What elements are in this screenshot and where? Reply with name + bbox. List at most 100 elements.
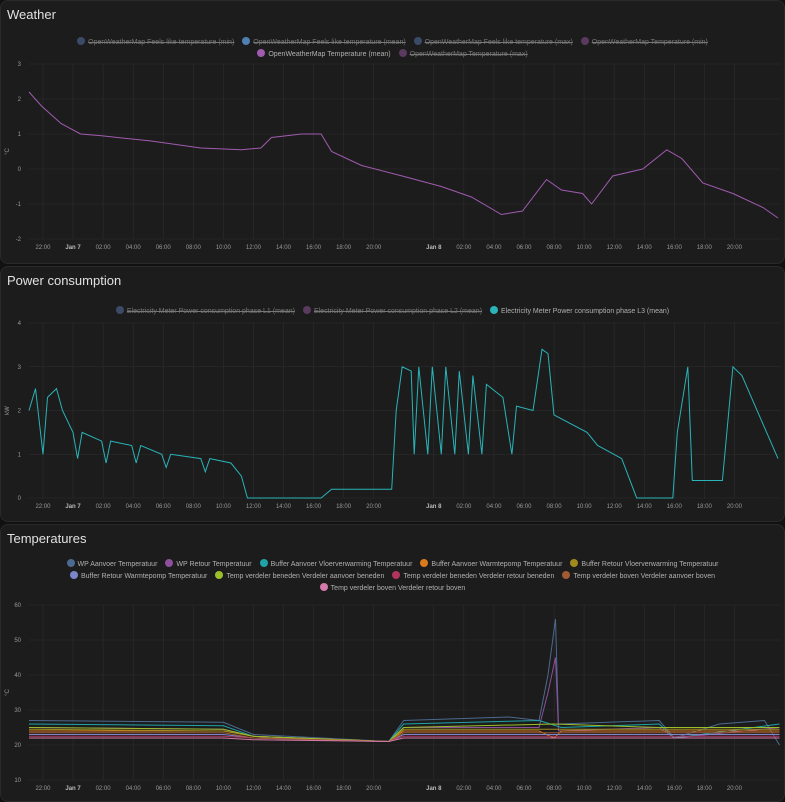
legend-label: Buffer Retour Warmtepomp Temperatuur [81,573,208,580]
legend-dot-icon [392,571,401,579]
y-tick-label: -2 [16,237,22,243]
legend-item[interactable]: Temp verdeler beneden Verdeler aanvoer b… [215,571,384,583]
x-tick-label: 04:00 [486,245,502,251]
y-tick-label: 2 [18,97,22,103]
x-tick-label: 04:00 [126,786,142,792]
series-line[interactable] [29,735,780,743]
legend-item[interactable]: OpenWeatherMap Feels like temperature (m… [242,37,406,49]
x-tick-label: 02:00 [96,245,112,251]
legend-label: OpenWeatherMap Temperature (max) [409,51,528,58]
legend-item[interactable]: OpenWeatherMap Feels like temperature (m… [77,37,234,49]
series-line[interactable] [29,732,780,743]
x-tick-label: 16:00 [667,504,683,510]
x-tick-label: 20:00 [366,504,382,510]
x-tick-label: 10:00 [577,245,593,251]
card-title: Power consumption [7,273,122,288]
legend-item[interactable]: Buffer Retour Warmtepomp Temperatuur [70,571,207,583]
y-tick-label: -1 [16,202,22,208]
legend-label: Electricity Meter Power consumption phas… [126,308,295,315]
legend-item[interactable]: OpenWeatherMap Temperature (min) [580,37,708,49]
legend-item[interactable]: Electricity Meter Power consumption phas… [302,306,482,318]
x-tick-label: 10:00 [216,245,232,251]
legend-item[interactable]: WP Aanvoer Temperatuur [66,559,157,571]
temperatures-card: Temperatures WP Aanvoer Temperatuur WP Re… [0,524,785,802]
x-tick-label: 14:00 [276,786,292,792]
x-tick-label: 08:00 [547,504,563,510]
x-tick-label: 12:00 [607,786,623,792]
x-tick-label: 06:00 [516,504,532,510]
legend-dot-icon [398,49,407,57]
legend-item[interactable]: Buffer Aanvoer Warmtepomp Temperatuur [420,559,562,571]
x-tick-label: 02:00 [456,786,472,792]
series-line[interactable] [29,737,780,743]
legend-item[interactable]: Electricity Meter Power consumption phas… [490,306,669,318]
x-tick-label: 06:00 [156,504,172,510]
y-tick-label: 30 [14,708,21,714]
x-tick-label: 02:00 [456,245,472,251]
x-tick-label: 22:00 [35,504,51,510]
x-tick-label: 02:00 [96,786,112,792]
x-tick-label: Jan 8 [426,504,442,510]
legend-dot-icon [319,583,328,591]
legend-dot-icon [259,559,268,567]
x-tick-label: 16:00 [306,504,322,510]
y-tick-label: 0 [18,496,22,502]
legend-item[interactable]: Buffer Retour Vloerverwarming Temperatuu… [570,559,719,571]
legend-label: OpenWeatherMap Temperature (min) [591,39,708,46]
x-tick-label: 04:00 [126,504,142,510]
legend-label: Temp verdeler beneden Verdeler retour be… [403,573,555,580]
legend-item[interactable]: Temp verdeler beneden Verdeler retour be… [392,571,554,583]
y-tick-label: 50 [14,638,21,644]
legend-dot-icon [413,37,422,45]
legend-dot-icon [215,571,224,579]
series-line[interactable] [28,723,780,743]
card-title: Weather [7,7,56,22]
x-tick-label: 14:00 [637,245,653,251]
x-tick-label: Jan 7 [65,245,81,251]
legend-item[interactable]: Electricity Meter Power consumption phas… [115,306,295,318]
legend-item[interactable]: OpenWeatherMap Temperature (mean) [257,49,391,61]
power-chart: 0 1 2 3 4 22:00 Jan 7 02:00 04:00 06:00 08:00 10:00… [5,321,781,510]
legend-label: OpenWeatherMap Temperature (mean) [268,51,391,58]
series-line[interactable] [28,348,779,499]
legend-dot-icon [257,49,266,57]
x-tick-label: 10:00 [216,504,232,510]
x-tick-label: Jan 8 [426,786,442,792]
x-tick-label: 18:00 [336,786,352,792]
x-tick-label: 08:00 [186,245,202,251]
x-tick-label: 12:00 [607,504,623,510]
x-tick-label: 14:00 [276,504,292,510]
legend-item[interactable]: Buffer Aanvoer Vloerverwarming Temperatu… [259,559,413,571]
legend-label: Electricity Meter Power consumption phas… [501,308,670,315]
legend-dot-icon [77,37,86,45]
x-tick-label: 02:00 [456,504,472,510]
y-tick-label: 60 [14,603,21,609]
y-tick-label: 1 [18,452,22,458]
legend-item[interactable]: OpenWeatherMap Feels like temperature (m… [413,37,573,49]
weather-chart: -2 -1 0 1 2 3 22:00 Jan 7 02:00 04:00 06:00 08:00 10… [5,62,781,251]
series-line[interactable] [28,618,780,746]
x-tick-label: 18:00 [697,786,713,792]
x-tick-label: 06:00 [516,245,532,251]
legend-label: WP Retour Temperatuur [176,561,252,568]
legend: Electricity Meter Power consumption phas… [1,306,784,318]
x-tick-label: Jan 7 [65,504,81,510]
x-tick-label: 06:00 [156,786,172,792]
legend-dot-icon [70,571,78,579]
legend-item[interactable]: OpenWeatherMap Temperature (max) [398,49,528,61]
x-tick-label: 06:00 [156,245,172,251]
x-tick-label: 18:00 [697,245,713,251]
x-tick-label: Jan 7 [65,786,81,792]
legend-dot-icon [580,37,589,45]
x-tick-label: 02:00 [96,504,112,510]
x-tick-label: 10:00 [577,786,593,792]
legend-label: Buffer Aanvoer Vloerverwarming Temperatu… [270,561,413,568]
legend-item[interactable]: Temp verdeler boven Verdeler retour bove… [319,583,465,595]
series-line[interactable] [28,91,779,219]
legend-label: Buffer Retour Vloerverwarming Temperatuu… [581,561,719,568]
legend-item[interactable]: Temp verdeler boven Verdeler aanvoer bov… [562,571,715,583]
legend-dot-icon [66,559,75,567]
power-card: Power consumption Electricity Meter Powe… [0,266,785,522]
legend-item[interactable]: WP Retour Temperatuur [165,559,252,571]
y-tick-label: 10 [14,778,21,784]
